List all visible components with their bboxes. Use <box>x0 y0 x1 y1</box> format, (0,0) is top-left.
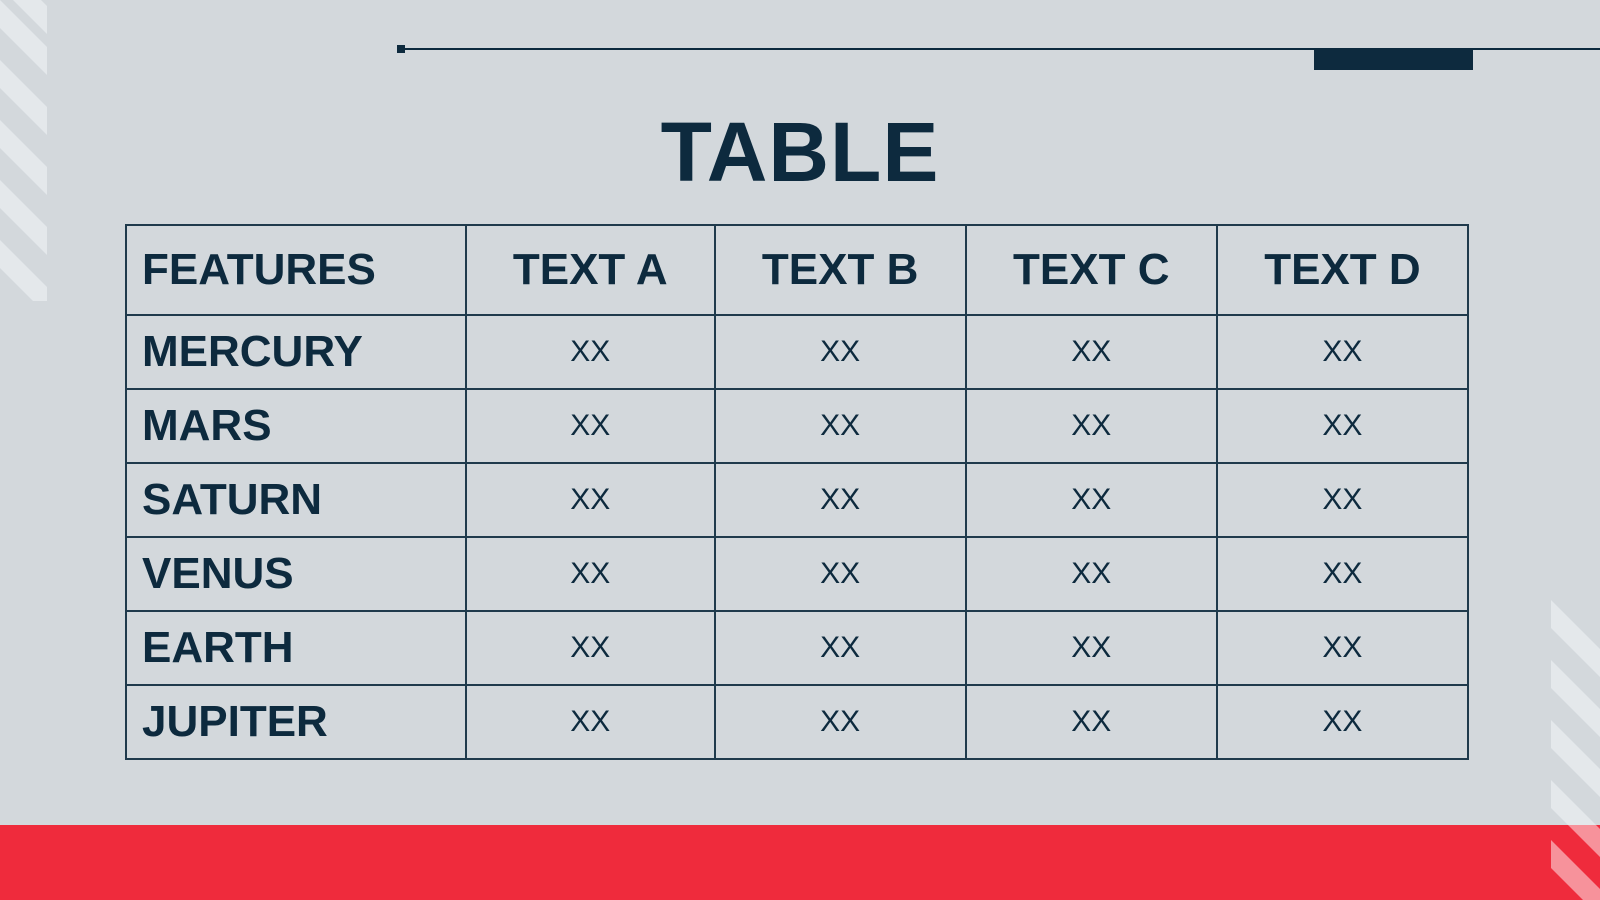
features-table: FEATURES TEXT A TEXT B TEXT C TEXT D MER… <box>125 224 1470 760</box>
table-cell: XX <box>465 462 716 538</box>
table-cell: XX <box>713 314 967 390</box>
header-text-d: TEXT D <box>1215 224 1470 316</box>
table-cell: XX <box>1215 536 1470 612</box>
top-accent-bar <box>1314 49 1473 70</box>
header-features: FEATURES <box>125 224 467 316</box>
table-cell: XX <box>964 536 1218 612</box>
table-cell: XX <box>713 462 967 538</box>
table-header-row: FEATURES TEXT A TEXT B TEXT C TEXT D <box>125 224 1470 316</box>
page-title: TABLE <box>0 104 1600 201</box>
top-rule-dot <box>397 45 405 53</box>
table-cell: XX <box>1215 462 1470 538</box>
row-label: MARS <box>125 388 467 464</box>
row-label: EARTH <box>125 610 467 686</box>
table-cell: XX <box>1215 684 1470 760</box>
table-cell: XX <box>713 610 967 686</box>
top-rule-line <box>400 48 1600 50</box>
row-label: JUPITER <box>125 684 467 760</box>
table-cell: XX <box>1215 314 1470 390</box>
table-cell: XX <box>964 462 1218 538</box>
table-row: MERCURY XX XX XX XX <box>125 314 1470 390</box>
header-text-a: TEXT A <box>465 224 716 316</box>
table-cell: XX <box>465 388 716 464</box>
table-row: JUPITER XX XX XX XX <box>125 684 1470 760</box>
header-text-b: TEXT B <box>713 224 967 316</box>
row-label: SATURN <box>125 462 467 538</box>
table-cell: XX <box>465 314 716 390</box>
table-cell: XX <box>964 610 1218 686</box>
table-row: SATURN XX XX XX XX <box>125 462 1470 538</box>
table-cell: XX <box>465 684 716 760</box>
table-cell: XX <box>964 684 1218 760</box>
table-cell: XX <box>1215 388 1470 464</box>
right-stripes-decoration <box>1551 600 1600 900</box>
title-text: TABLE <box>660 105 940 199</box>
table-cell: XX <box>964 388 1218 464</box>
row-label: VENUS <box>125 536 467 612</box>
row-label: MERCURY <box>125 314 467 390</box>
table-row: VENUS XX XX XX XX <box>125 536 1470 612</box>
table-row: EARTH XX XX XX XX <box>125 610 1470 686</box>
table-cell: XX <box>1215 610 1470 686</box>
table-cell: XX <box>713 684 967 760</box>
table-row: MARS XX XX XX XX <box>125 388 1470 464</box>
bottom-red-band <box>0 825 1600 900</box>
left-stripes-decoration <box>0 0 47 301</box>
header-text-c: TEXT C <box>964 224 1218 316</box>
table-cell: XX <box>713 388 967 464</box>
table-cell: XX <box>465 610 716 686</box>
table-cell: XX <box>465 536 716 612</box>
table-cell: XX <box>964 314 1218 390</box>
table-cell: XX <box>713 536 967 612</box>
